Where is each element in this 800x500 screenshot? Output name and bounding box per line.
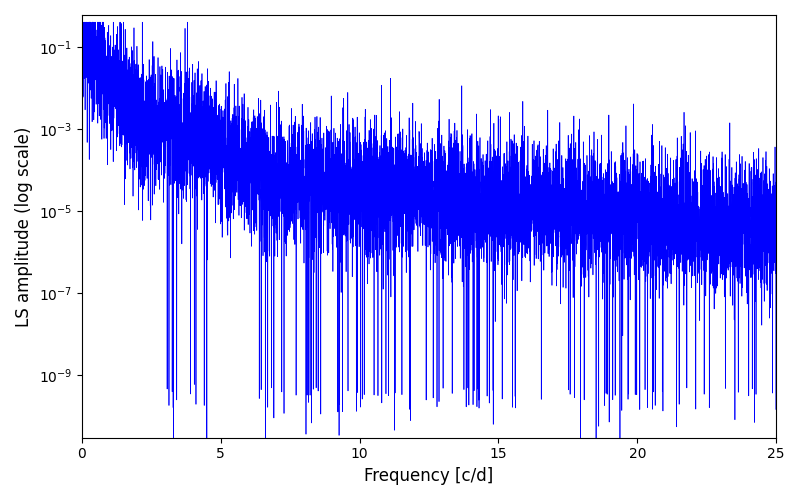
Y-axis label: LS amplitude (log scale): LS amplitude (log scale) [15, 126, 33, 326]
X-axis label: Frequency [c/d]: Frequency [c/d] [364, 467, 494, 485]
